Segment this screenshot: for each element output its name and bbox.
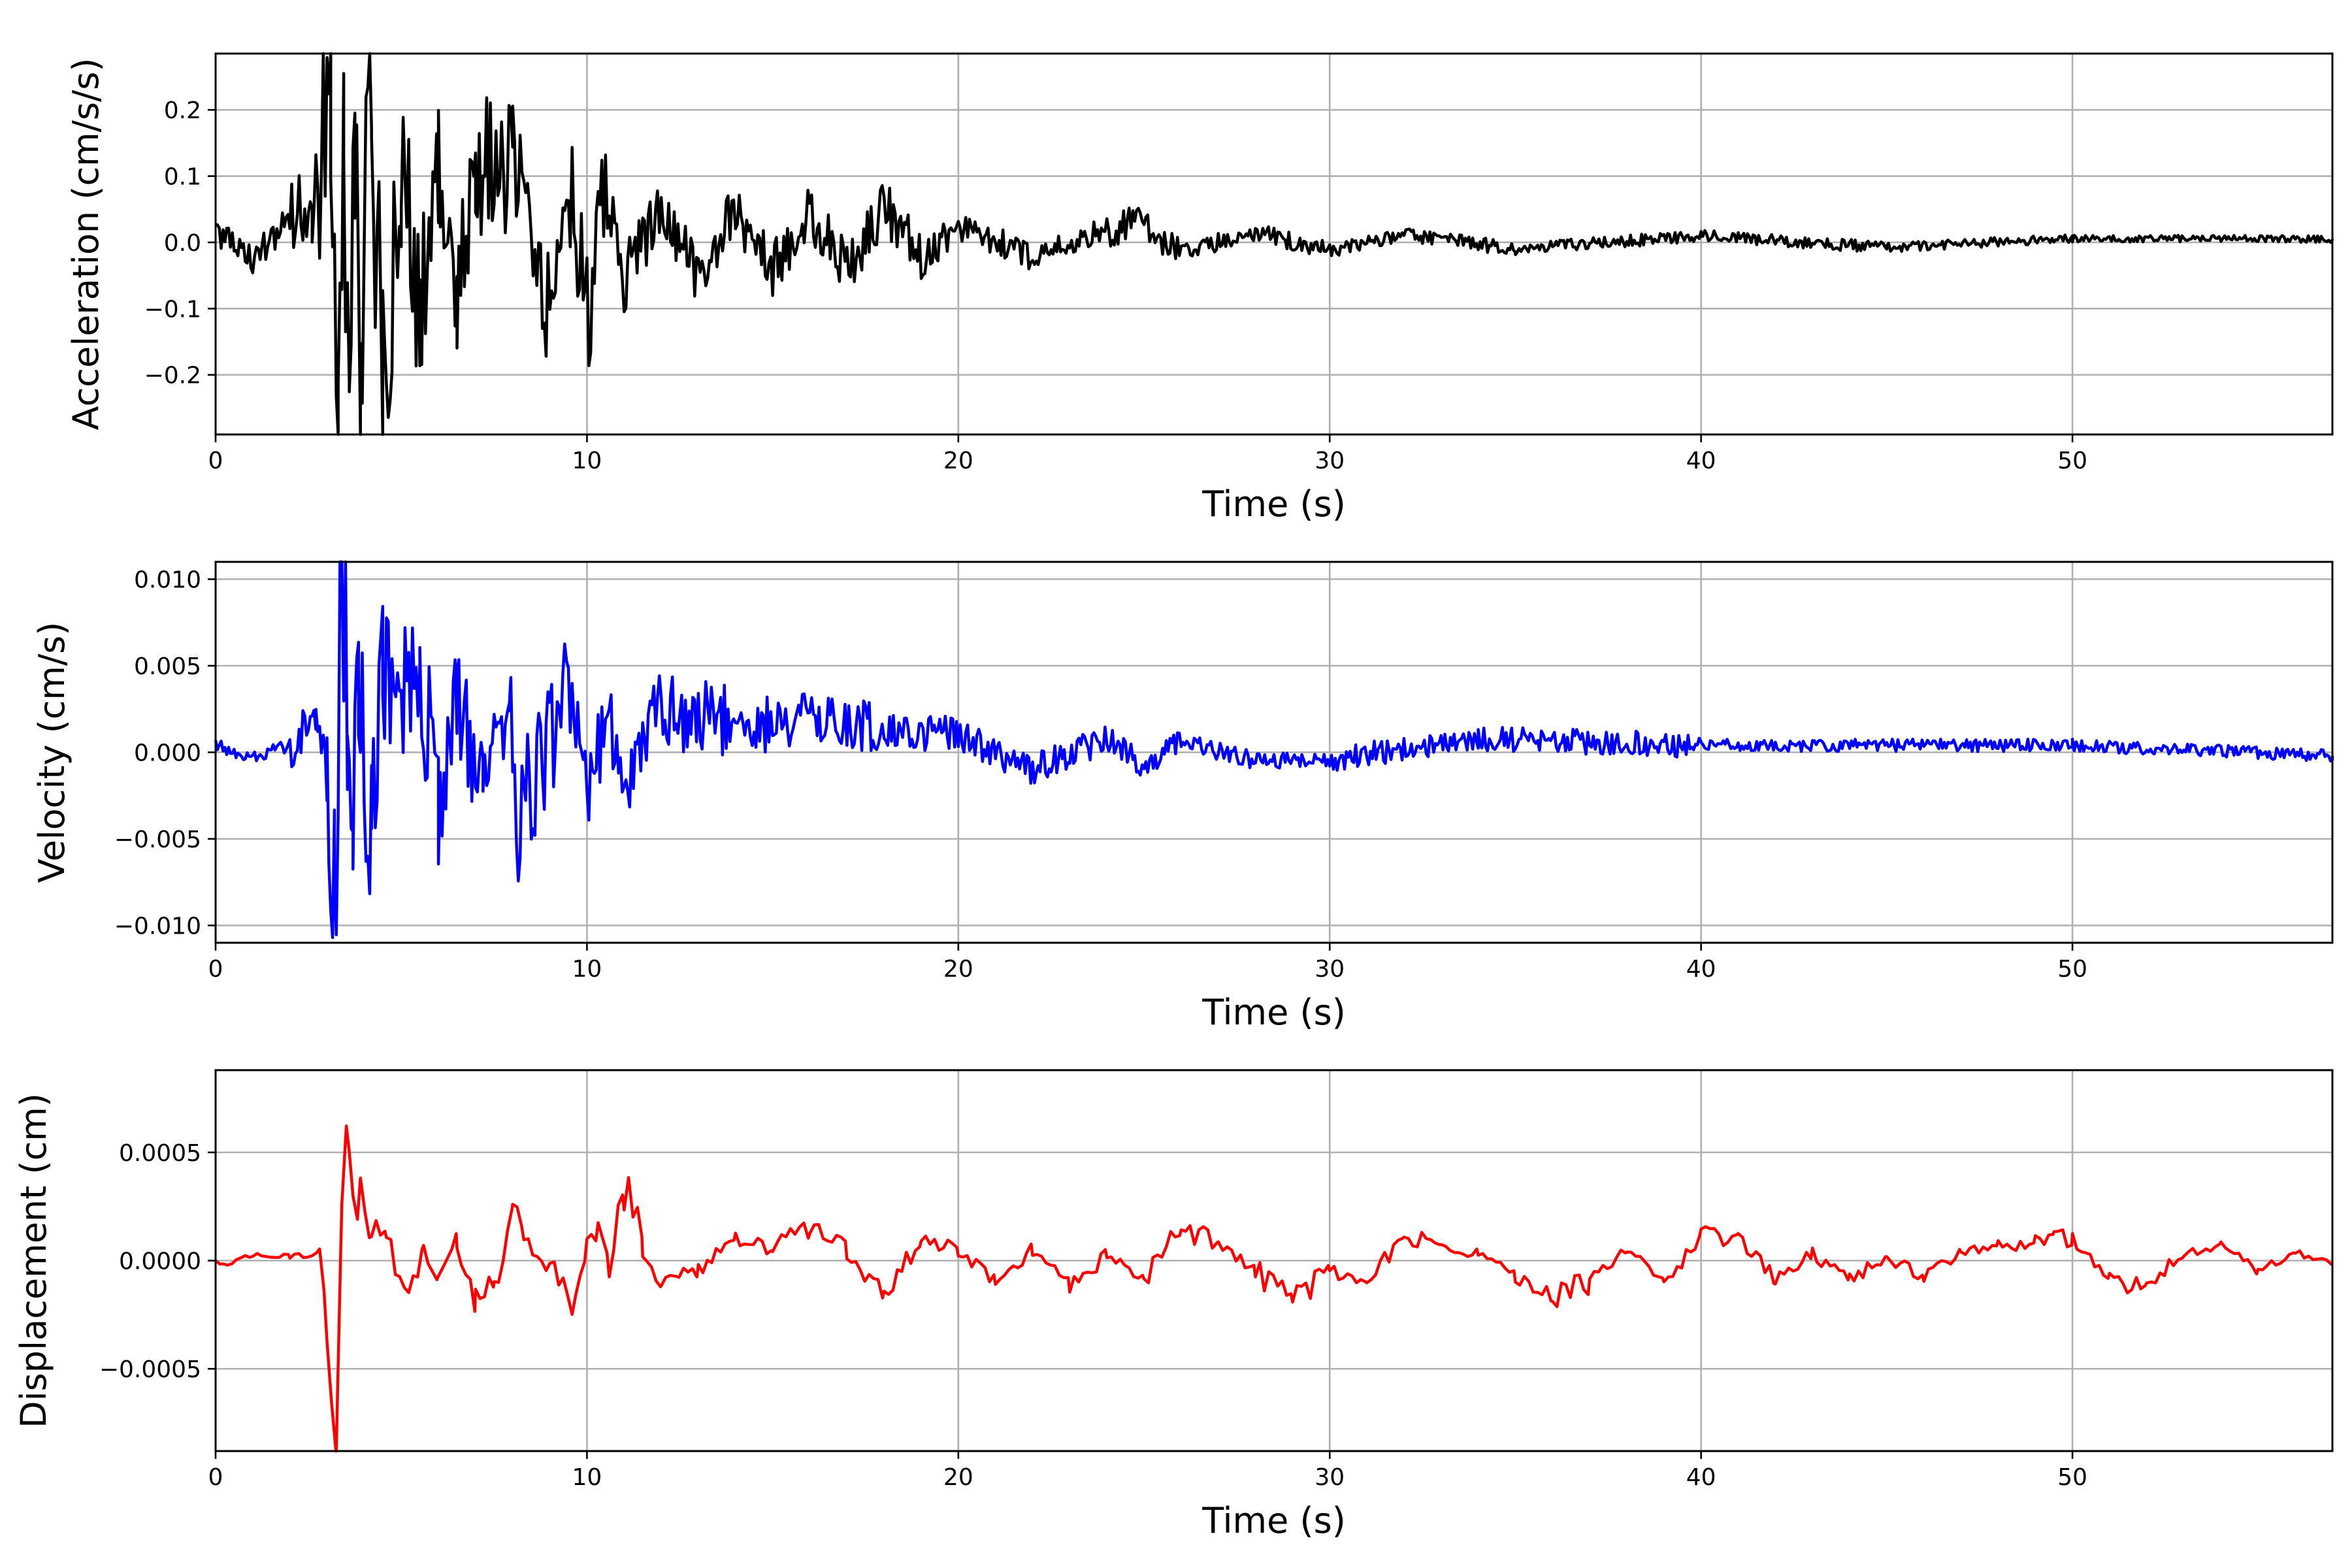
y-tick-label: −0.2 <box>144 363 201 389</box>
y-tick-label: −0.010 <box>114 913 201 940</box>
x-tick-label: 50 <box>2057 448 2087 474</box>
x-tick-label: 30 <box>1315 956 1345 983</box>
y-tick-label: 0.000 <box>134 740 201 767</box>
y-tick-label: −0.1 <box>144 296 201 323</box>
velocity-plot-frame <box>214 561 2334 944</box>
x-tick-label: 0 <box>208 448 223 474</box>
x-tick-label: 40 <box>1686 1464 1716 1491</box>
x-tick-label: 0 <box>208 956 223 983</box>
acceleration-plot: Time (s) Acceleration (cm/s/s) 0 10 20 30 40… <box>65 52 2334 525</box>
velocity-xlabel: Time (s) <box>1201 992 1346 1033</box>
y-tick-label: 0.005 <box>134 653 201 680</box>
x-tick-label: 0 <box>208 1464 223 1491</box>
x-tick-label: 50 <box>2057 956 2087 983</box>
acceleration-series-line <box>215 52 2334 436</box>
velocity-series-line <box>214 560 2334 939</box>
velocity-grid <box>214 562 2332 943</box>
y-tick-label: 0.2 <box>164 97 201 124</box>
acceleration-grid <box>214 54 2332 434</box>
y-tick-label: −0.0005 <box>99 1356 201 1383</box>
y-tick-label: 0.0000 <box>119 1249 201 1275</box>
acceleration-xlabel: Time (s) <box>1201 483 1346 525</box>
velocity-ylabel: Velocity (cm/s) <box>31 622 73 883</box>
x-tick-label: 10 <box>572 956 602 983</box>
y-tick-label: −0.005 <box>114 826 201 853</box>
y-tick-label: 0.010 <box>134 567 201 594</box>
x-tick-label: 20 <box>943 1464 973 1491</box>
displacement-xlabel: Time (s) <box>1201 1500 1346 1541</box>
acceleration-axes: 0 10 20 30 40 50 −0.2 −0.1 0.0 0.1 0.2 <box>144 97 2087 474</box>
displacement-plot: Time (s) Displacement (cm) 0 10 20 30 40 50 −0… <box>13 1069 2334 1541</box>
displacement-grid <box>214 1070 2332 1451</box>
x-tick-label: 20 <box>943 956 973 983</box>
x-tick-label: 40 <box>1686 956 1716 983</box>
acceleration-ylabel: Acceleration (cm/s/s) <box>65 58 106 431</box>
displacement-series-line <box>214 1124 2334 1453</box>
x-tick-label: 40 <box>1686 448 1716 474</box>
x-tick-label: 50 <box>2057 1464 2087 1491</box>
velocity-plot: Time (s) Velocity (cm/s) 0 10 20 30 40 50 −0.0… <box>31 560 2334 1033</box>
y-tick-label: 0.0005 <box>119 1140 201 1167</box>
displacement-plot-frame <box>214 1069 2334 1452</box>
x-tick-label: 20 <box>943 448 973 474</box>
x-tick-label: 30 <box>1315 1464 1345 1491</box>
x-tick-label: 10 <box>572 1464 602 1491</box>
acceleration-plot-frame <box>214 52 2334 436</box>
velocity-axes: 0 10 20 30 40 50 −0.010 −0.005 0.000 0.005 0.010 <box>114 567 2087 983</box>
x-tick-label: 10 <box>572 448 602 474</box>
displacement-axes: 0 10 20 30 40 50 −0.0005 0.0000 0.0005 <box>99 1140 2087 1491</box>
x-tick-label: 30 <box>1315 448 1345 474</box>
y-tick-label: 0.1 <box>164 164 201 191</box>
displacement-ylabel: Displacement (cm) <box>13 1093 54 1428</box>
y-tick-label: 0.0 <box>164 230 201 257</box>
